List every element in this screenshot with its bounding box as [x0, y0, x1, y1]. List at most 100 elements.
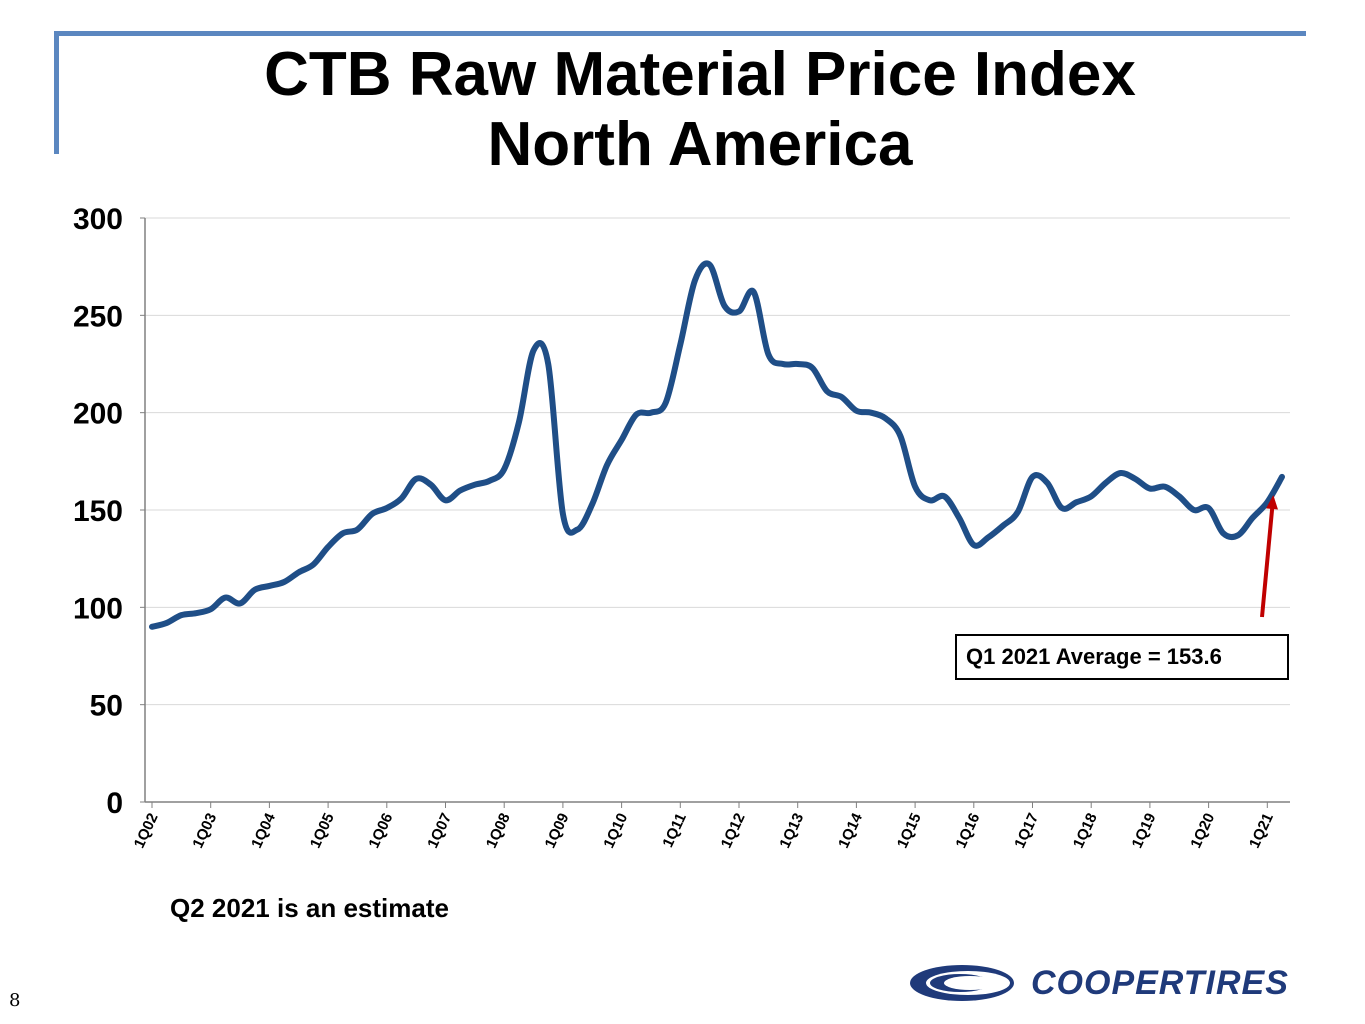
- data-point: [548, 364, 549, 365]
- data-point: [196, 613, 197, 614]
- data-point: [518, 422, 519, 423]
- cooper-tires-logo: COOPERTIRES: [910, 964, 1288, 1002]
- data-point: [562, 513, 563, 514]
- data-point: [430, 484, 431, 485]
- x-tick-labels: 1Q02 1Q03 1Q04 1Q05 1Q06 1Q07 1Q08 1Q09 1Q10 1Q11…: [131, 810, 1277, 851]
- data-point: [812, 367, 813, 368]
- data-point: [1252, 517, 1253, 518]
- data-point: [797, 364, 798, 365]
- data-point: [988, 537, 989, 538]
- title-line-2: North America: [487, 110, 913, 179]
- data-point: [474, 484, 475, 485]
- data-point: [328, 546, 329, 547]
- data-point: [915, 486, 916, 487]
- x-tick-label-1Q09: 1Q09: [542, 811, 573, 851]
- data-point: [1149, 488, 1150, 489]
- x-tick-label-1Q04: 1Q04: [248, 810, 279, 851]
- x-tick-label-1Q07: 1Q07: [424, 811, 455, 851]
- y-tick-label-300: 300: [73, 203, 123, 236]
- annotation-arrow-head: [1266, 494, 1278, 510]
- data-point: [1061, 508, 1062, 509]
- data-point: [929, 500, 930, 501]
- y-tick-labels: 0 50 100 150 200 250 300: [73, 203, 123, 820]
- y-tick-label-100: 100: [73, 592, 123, 625]
- data-point: [944, 496, 945, 497]
- y-tick-label-150: 150: [73, 495, 123, 528]
- data-point: [959, 517, 960, 518]
- data-point: [357, 529, 358, 530]
- data-point: [885, 418, 886, 419]
- data-point: [665, 402, 666, 403]
- x-tick-label-1Q03: 1Q03: [189, 811, 220, 851]
- data-point: [460, 490, 461, 491]
- data-point: [636, 414, 637, 415]
- data-point: [650, 412, 651, 413]
- data-point: [504, 469, 505, 470]
- data-point: [240, 603, 241, 604]
- annotation-arrow: [1260, 506, 1275, 618]
- data-point: [1281, 476, 1282, 477]
- x-tick-label-1Q16: 1Q16: [953, 811, 984, 851]
- x-tick-label-1Q15: 1Q15: [894, 811, 925, 851]
- x-tick-label-1Q19: 1Q19: [1129, 811, 1160, 851]
- x-tick-label-1Q12: 1Q12: [718, 811, 749, 851]
- y-tick-label-0: 0: [106, 787, 123, 820]
- x-tick-label-1Q05: 1Q05: [307, 811, 338, 851]
- title-line-1: CTB Raw Material Price Index: [264, 40, 1136, 109]
- data-point: [1179, 496, 1180, 497]
- page-number: 8: [9, 990, 21, 1011]
- y-tick-label-250: 250: [73, 300, 123, 333]
- x-tick-label-1Q11: 1Q11: [659, 811, 690, 851]
- data-point: [1267, 502, 1268, 503]
- x-tick-label-1Q17: 1Q17: [1011, 811, 1042, 851]
- data-point: [973, 545, 974, 546]
- axes: [140, 217, 1290, 808]
- data-point: [753, 291, 754, 292]
- data-point: [768, 354, 769, 355]
- data-point: [313, 564, 314, 565]
- data-point: [416, 478, 417, 479]
- data-point: [1076, 502, 1077, 503]
- data-point: [445, 500, 446, 501]
- x-tick-label-1Q06: 1Q06: [366, 811, 397, 851]
- x-tick-label-1Q18: 1Q18: [1070, 811, 1101, 851]
- data-point: [298, 572, 299, 573]
- data-point: [592, 504, 593, 505]
- x-tick-label-1Q10: 1Q10: [600, 811, 631, 851]
- series-line-0: [149, 260, 1285, 630]
- slide-title: CTB Raw Material Price Index North Ameri…: [60, 40, 1340, 180]
- annotation-arrow-group: [1260, 494, 1278, 618]
- x-tick-label-1Q14: 1Q14: [835, 810, 866, 851]
- data-point: [827, 391, 828, 392]
- x-tick-label-1Q13: 1Q13: [776, 811, 807, 851]
- data-point: [694, 280, 695, 281]
- title-accent-bar-left: [54, 31, 59, 154]
- data-point: [254, 589, 255, 590]
- data-point: [783, 364, 784, 365]
- data-point: [225, 597, 226, 598]
- data-point: [1164, 486, 1165, 487]
- data-point: [621, 439, 622, 440]
- x-tick-label-1Q08: 1Q08: [483, 811, 514, 851]
- data-point: [1193, 510, 1194, 511]
- data-point: [269, 585, 270, 586]
- data-point: [900, 436, 901, 437]
- data-point: [856, 410, 857, 411]
- data-point: [841, 397, 842, 398]
- x-tick-label-1Q21: 1Q21: [1246, 811, 1277, 851]
- y-tick-label-50: 50: [90, 690, 123, 723]
- data-point: [342, 533, 343, 534]
- data-point: [1223, 533, 1224, 534]
- data-point: [709, 264, 710, 265]
- data-point: [1105, 482, 1106, 483]
- title-accent-bar-top: [54, 31, 1306, 36]
- data-point: [1047, 482, 1048, 483]
- data-point: [210, 609, 211, 610]
- y-tick-label-200: 200: [73, 398, 123, 431]
- data-point: [680, 344, 681, 345]
- footnote: Q2 2021 is an estimate: [170, 893, 449, 923]
- x-tick-label-1Q20: 1Q20: [1187, 811, 1218, 851]
- cooper-swoosh-icon: [910, 965, 1014, 1001]
- data-point: [1208, 508, 1209, 509]
